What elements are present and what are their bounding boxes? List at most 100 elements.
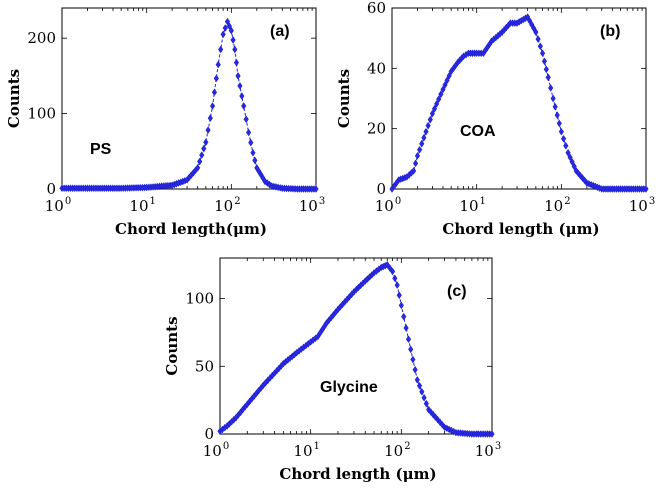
x-tick-exponent: 2: [564, 196, 570, 207]
data-point: [426, 405, 432, 414]
axes-box: [219, 257, 493, 435]
data-point: [237, 82, 243, 90]
data-point: [444, 76, 450, 85]
x-tick-label: 102: [214, 196, 240, 215]
x-tick-label: 101: [129, 196, 155, 215]
data-point: [419, 140, 425, 148]
data-point: [537, 42, 543, 50]
data-point: [535, 35, 541, 43]
data-point: [427, 115, 433, 124]
data-point: [235, 72, 241, 80]
data-point: [428, 408, 434, 416]
data-point: [410, 355, 416, 364]
x-tick-label: 100: [375, 196, 401, 215]
data-point: [440, 85, 446, 94]
data-point: [243, 115, 249, 123]
panel-label: (b): [600, 23, 620, 40]
data-point: [550, 94, 556, 103]
x-tick-label: 102: [384, 441, 410, 460]
data-point: [543, 65, 549, 74]
data-point: [421, 393, 427, 402]
series-line: [391, 16, 646, 190]
y-tick-label: 60: [367, 0, 386, 17]
data-point: [224, 17, 231, 26]
data-point: [252, 156, 258, 165]
data-point: [201, 144, 207, 153]
panel-label: (a): [270, 23, 290, 40]
data-point: [439, 420, 445, 429]
y-tick-label: 100: [27, 105, 56, 123]
data-point: [398, 301, 404, 310]
data-point: [577, 171, 584, 180]
data-point: [387, 264, 393, 272]
x-tick-exponent: 0: [395, 196, 401, 207]
data-point: [313, 185, 319, 193]
data-point: [203, 138, 209, 146]
data-point: [199, 151, 205, 159]
x-tick-label: 102: [544, 196, 570, 215]
data-point: [408, 345, 414, 354]
x-axis-label: Chord length (μm): [279, 465, 436, 483]
data-point: [446, 72, 452, 80]
data-point: [643, 185, 649, 193]
data-point: [435, 415, 441, 424]
data-point: [215, 60, 221, 69]
data-point: [556, 119, 562, 128]
data-point: [437, 418, 443, 426]
data-point: [248, 138, 254, 147]
data-point: [414, 152, 421, 160]
data-point: [392, 274, 398, 283]
data-point: [554, 111, 560, 119]
data-point: [431, 105, 438, 113]
x-tick-label: 100: [203, 441, 229, 460]
x-tick-exponent: 3: [649, 196, 655, 207]
x-tick-exponent: 3: [495, 441, 501, 452]
x-tick-exponent: 1: [314, 441, 320, 452]
data-point: [571, 162, 577, 171]
x-tick-label: 103: [475, 441, 501, 460]
axes-box: [391, 7, 647, 190]
data-point: [250, 149, 256, 157]
data-point: [438, 90, 444, 99]
data-point: [561, 134, 567, 143]
data-point: [423, 127, 429, 136]
data-point: [384, 261, 390, 269]
y-tick-label: 20: [367, 120, 386, 138]
x-tick-exponent: 0: [223, 441, 229, 452]
data-point: [401, 312, 407, 321]
data-point: [396, 291, 402, 299]
data-point: [541, 57, 548, 66]
data-point: [489, 430, 495, 438]
data-point: [425, 121, 431, 130]
data-point: [423, 399, 429, 408]
series-line: [62, 20, 316, 190]
y-tick-label: 0: [46, 180, 56, 198]
data-point: [434, 100, 440, 108]
data-point: [539, 49, 546, 57]
y-tick-label: 40: [367, 59, 386, 77]
x-tick-exponent: 2: [234, 196, 240, 207]
axes-box: [61, 7, 317, 190]
data-point: [209, 102, 216, 110]
x-tick-label: 101: [459, 196, 485, 215]
x-tick-exponent: 0: [65, 196, 71, 207]
y-tick-label: 0: [204, 425, 214, 443]
panel-label: (c): [447, 283, 467, 300]
x-tick-exponent: 3: [319, 196, 325, 207]
x-tick-label: 103: [299, 196, 325, 215]
data-point: [195, 164, 201, 172]
data-point: [218, 45, 224, 54]
data-point: [558, 127, 564, 136]
data-point: [421, 133, 427, 142]
data-point: [569, 158, 575, 166]
data-point: [567, 153, 573, 162]
data-point: [241, 102, 247, 110]
data-point: [197, 157, 203, 166]
data-point: [417, 146, 423, 154]
data-point: [228, 26, 234, 35]
data-point: [565, 149, 571, 157]
data-point: [207, 114, 213, 122]
